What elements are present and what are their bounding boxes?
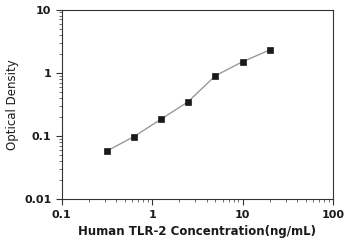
Y-axis label: Optical Density: Optical Density [6, 59, 19, 150]
X-axis label: Human TLR-2 Concentration(ng/mL): Human TLR-2 Concentration(ng/mL) [78, 225, 316, 238]
